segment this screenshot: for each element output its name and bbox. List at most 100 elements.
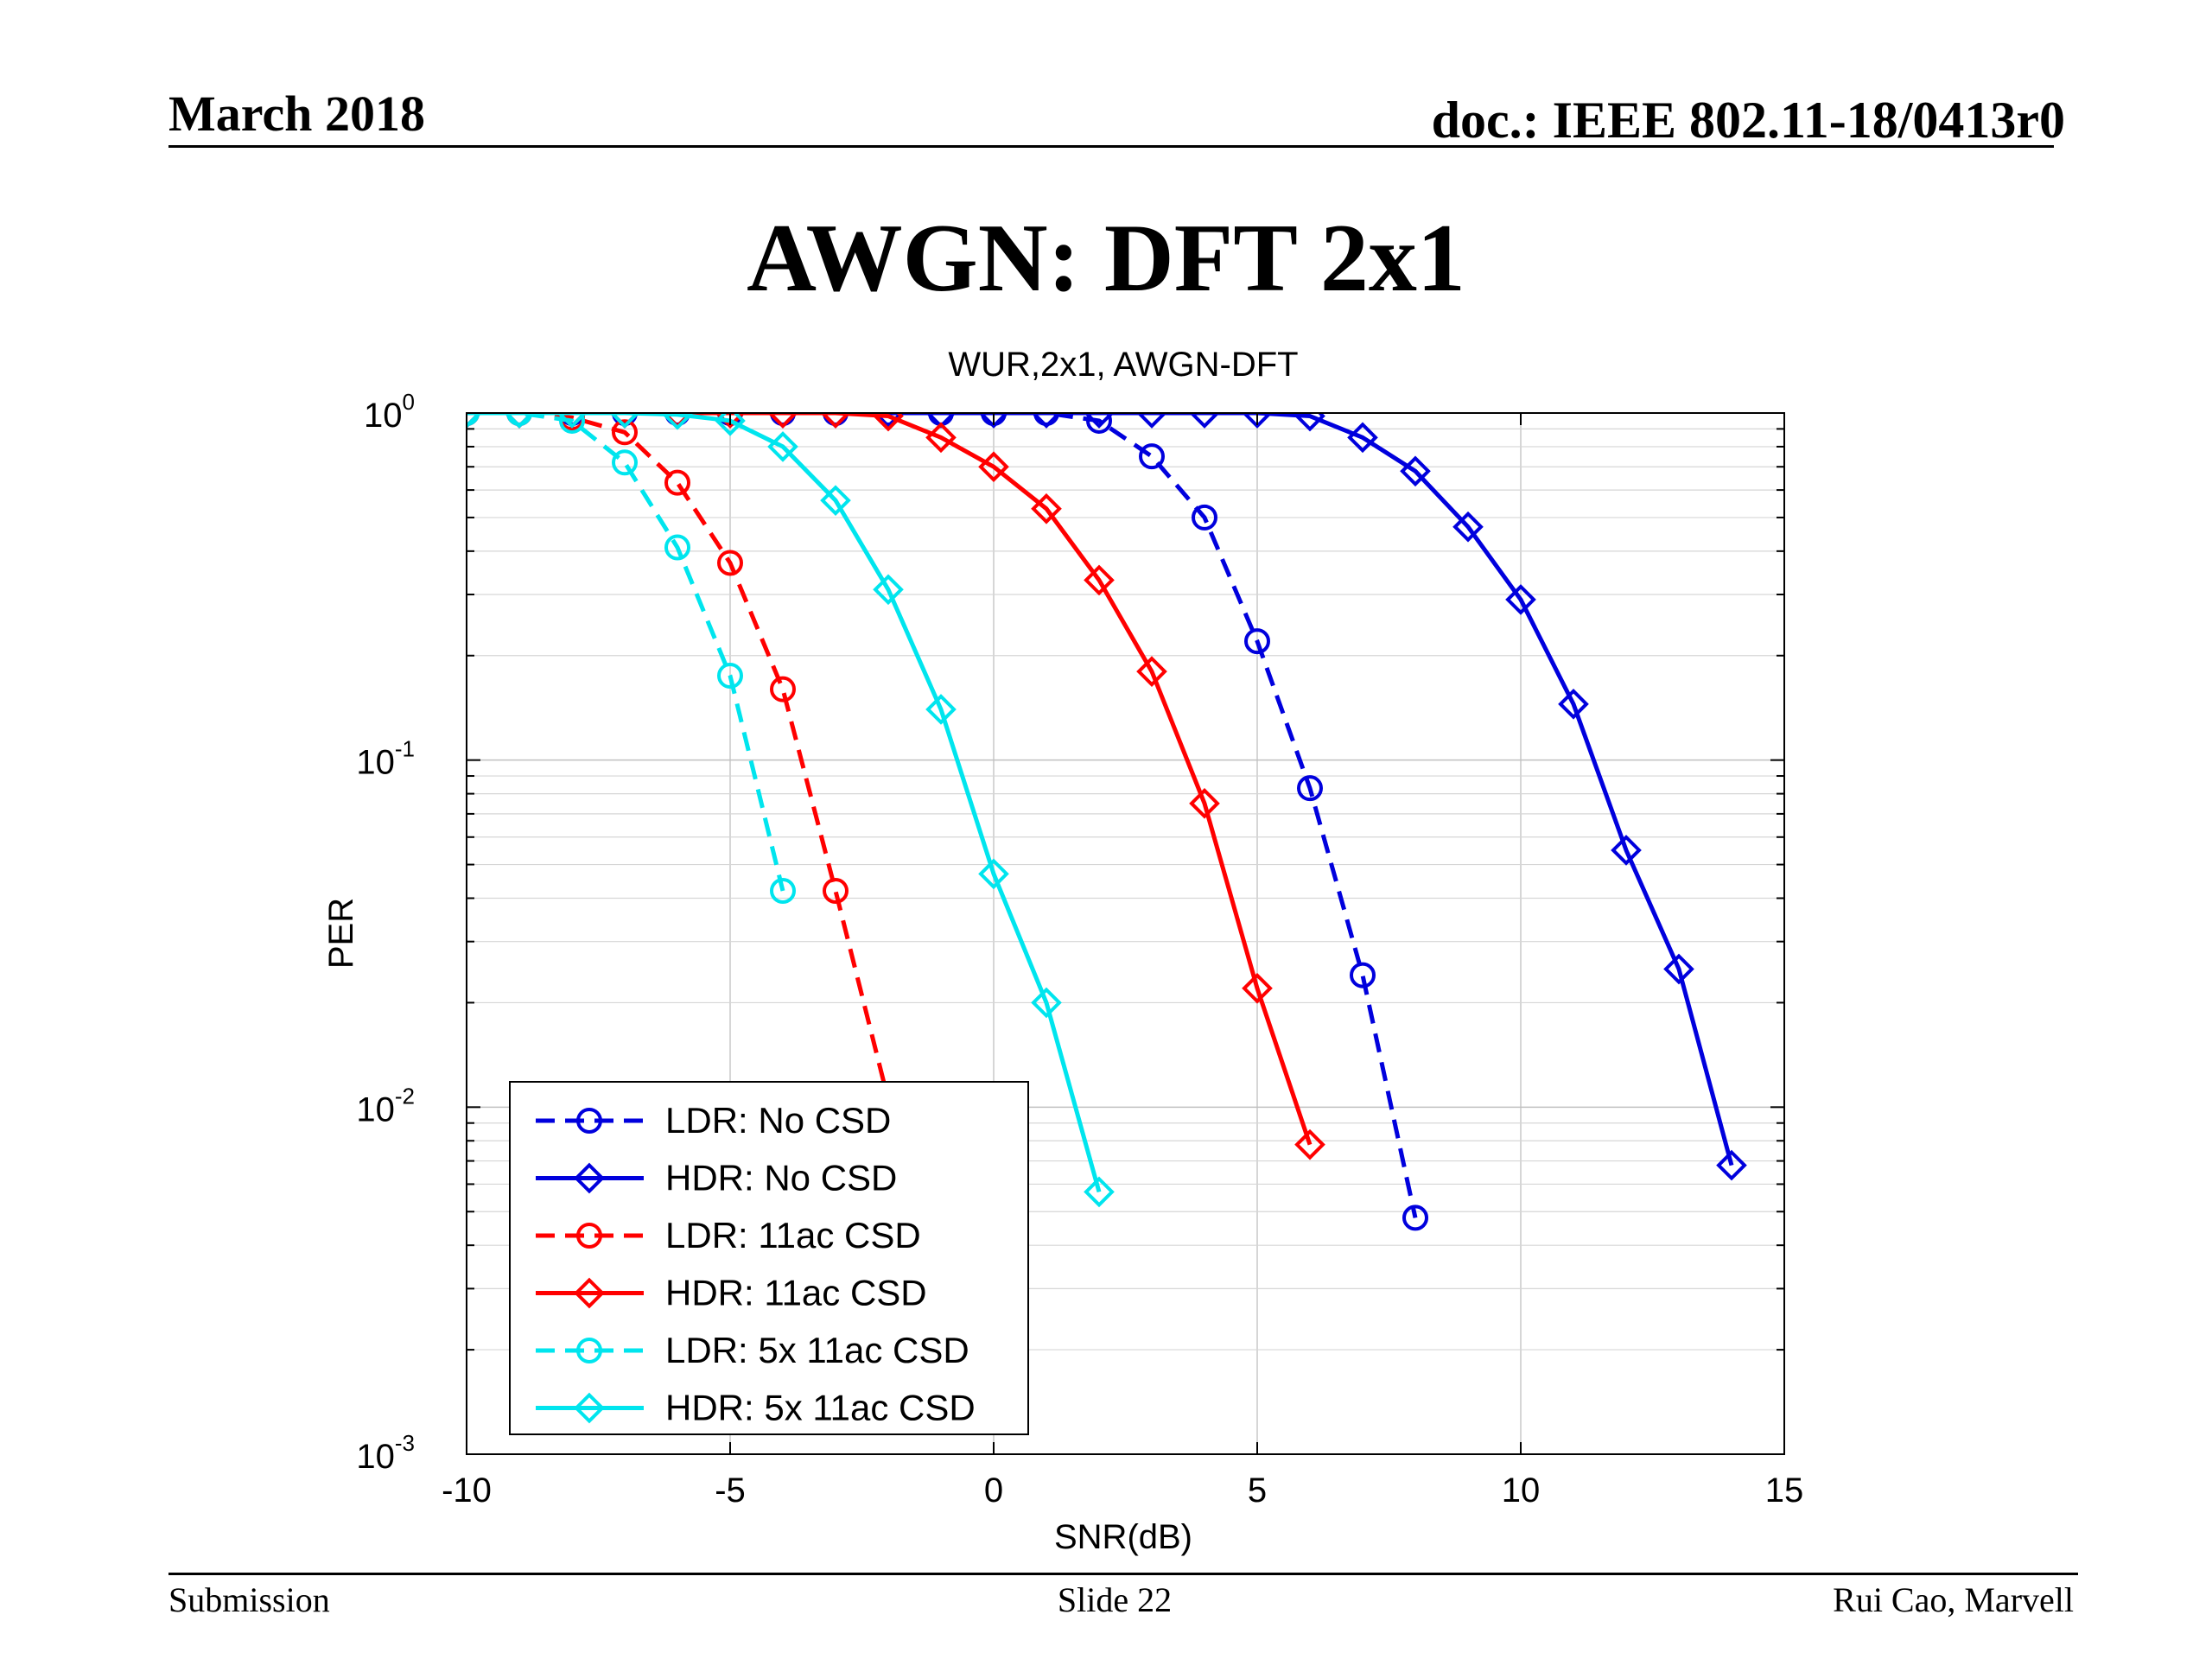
series-line bbox=[467, 413, 1418, 1218]
data-point-marker bbox=[1558, 689, 1589, 720]
y-tick-label: 10-3 bbox=[356, 1430, 415, 1476]
data-point-marker bbox=[978, 858, 1009, 890]
data-point-marker bbox=[612, 449, 638, 476]
legend-label: LDR: No CSD bbox=[665, 1100, 891, 1141]
header-divider bbox=[168, 145, 2054, 148]
chart-title: WUR,2x1, AWGN-DFT bbox=[948, 346, 1298, 384]
data-point-marker bbox=[1084, 564, 1115, 596]
x-tick-label: 15 bbox=[1765, 1471, 1804, 1510]
x-tick-label: -10 bbox=[442, 1471, 492, 1510]
legend-marker bbox=[574, 1162, 605, 1194]
data-point-marker bbox=[978, 413, 1009, 429]
footer-divider bbox=[168, 1573, 2078, 1575]
data-point-marker bbox=[1611, 835, 1642, 866]
y-tick-label: 10-1 bbox=[356, 736, 415, 782]
data-point-marker bbox=[1192, 504, 1217, 531]
tick-marks bbox=[466, 413, 1785, 1455]
data-point-marker bbox=[1031, 987, 1062, 1019]
data-point-marker bbox=[609, 413, 640, 429]
data-point-marker bbox=[1452, 511, 1484, 543]
x-tick-label: -5 bbox=[715, 1471, 746, 1510]
legend-marker bbox=[576, 1223, 602, 1249]
data-point-marker bbox=[873, 574, 904, 606]
slide-title: AWGN: DFT 2x1 bbox=[747, 205, 1465, 312]
y-tick-label: 10-2 bbox=[356, 1083, 415, 1128]
legend-label: HDR: 11ac CSD bbox=[665, 1273, 927, 1313]
data-point-marker bbox=[1031, 493, 1062, 524]
data-point-marker bbox=[1136, 656, 1167, 687]
data-point-marker bbox=[770, 676, 796, 702]
data-point-marker bbox=[1716, 1149, 1747, 1181]
data-point-marker bbox=[1031, 413, 1062, 429]
data-point-marker bbox=[1244, 628, 1270, 655]
footer-author: Rui Cao, Marvell bbox=[1833, 1580, 2074, 1619]
data-point-marker bbox=[873, 413, 904, 432]
series-line bbox=[467, 413, 785, 892]
data-point-marker bbox=[662, 413, 693, 430]
data-point-marker bbox=[1294, 413, 1325, 432]
data-point-marker bbox=[820, 413, 851, 429]
legend-marker bbox=[574, 1277, 605, 1309]
header-doc-id: doc.: IEEE 802.11-18/0413r0 bbox=[1431, 92, 2065, 149]
plot-frame bbox=[466, 412, 1785, 1455]
data-point-marker bbox=[504, 413, 535, 429]
data-point-marker bbox=[1350, 962, 1376, 988]
legend-label: HDR: 5x 11ac CSD bbox=[665, 1388, 976, 1428]
legend: LDR: No CSD HDR: No CSD LDR: 11ac CSD HDR: … bbox=[509, 1081, 1029, 1435]
data-point-marker bbox=[1347, 422, 1378, 454]
data-point-marker bbox=[978, 451, 1009, 483]
data-point-marker bbox=[823, 877, 849, 904]
data-point-marker bbox=[767, 413, 798, 429]
data-point-marker bbox=[715, 413, 746, 429]
data-point-marker bbox=[717, 663, 743, 690]
footer-slide-number: Slide 22 bbox=[1057, 1580, 1173, 1619]
legend-label: LDR: 11ac CSD bbox=[665, 1215, 921, 1255]
x-tick-label: 10 bbox=[1502, 1471, 1541, 1510]
series-line bbox=[467, 413, 1313, 1146]
x-tick-label: 0 bbox=[984, 1471, 1003, 1510]
data-point-marker bbox=[1505, 584, 1536, 615]
tick-labels: -10 -5 0 5 10 15 100 10-1 10-2 10-3 bbox=[356, 389, 1803, 1510]
footer-submission: Submission bbox=[168, 1580, 330, 1619]
legend-label: HDR: No CSD bbox=[665, 1158, 897, 1198]
data-point-marker bbox=[1084, 1176, 1115, 1208]
legend-marker bbox=[574, 1392, 605, 1424]
y-tick-label: 100 bbox=[364, 389, 415, 435]
data-point-marker bbox=[1242, 972, 1273, 1004]
data-point-marker bbox=[1139, 443, 1165, 470]
series-line bbox=[467, 413, 1102, 1193]
series-group bbox=[467, 413, 1747, 1231]
data-point-marker bbox=[1189, 788, 1220, 819]
series-hdr-5x-11ac-csd bbox=[467, 413, 1115, 1208]
series-ldr-5x-11ac-csd bbox=[467, 413, 796, 904]
x-tick-label: 5 bbox=[1248, 1471, 1267, 1510]
data-point-marker bbox=[715, 413, 746, 436]
data-point-marker bbox=[1189, 413, 1220, 429]
data-point-marker bbox=[1136, 413, 1167, 429]
x-axis-label: SNR(dB) bbox=[1054, 1518, 1192, 1556]
data-point-marker bbox=[556, 413, 588, 429]
data-point-marker bbox=[820, 485, 851, 516]
data-point-marker bbox=[1402, 1205, 1428, 1231]
data-point-marker bbox=[1084, 413, 1115, 429]
series-line bbox=[467, 413, 1734, 1166]
data-point-marker bbox=[1663, 953, 1694, 985]
legend-label: LDR: 5x 11ac CSD bbox=[665, 1330, 969, 1370]
data-point-marker bbox=[664, 534, 690, 561]
y-axis-label: PER bbox=[322, 898, 360, 969]
header-date: March 2018 bbox=[168, 86, 425, 142]
legend-box bbox=[509, 1081, 1029, 1435]
data-point-marker bbox=[925, 422, 957, 454]
data-point-marker bbox=[873, 413, 904, 429]
data-point-marker bbox=[559, 413, 585, 434]
legend-marker bbox=[576, 1338, 602, 1363]
data-point-marker bbox=[925, 694, 957, 725]
data-point-marker bbox=[1297, 775, 1323, 802]
data-point-marker bbox=[770, 877, 796, 904]
data-point-marker bbox=[1400, 455, 1431, 487]
data-point-marker bbox=[612, 419, 638, 446]
data-point-marker bbox=[717, 550, 743, 576]
data-point-marker bbox=[1086, 413, 1112, 434]
data-point-marker bbox=[1242, 413, 1273, 429]
